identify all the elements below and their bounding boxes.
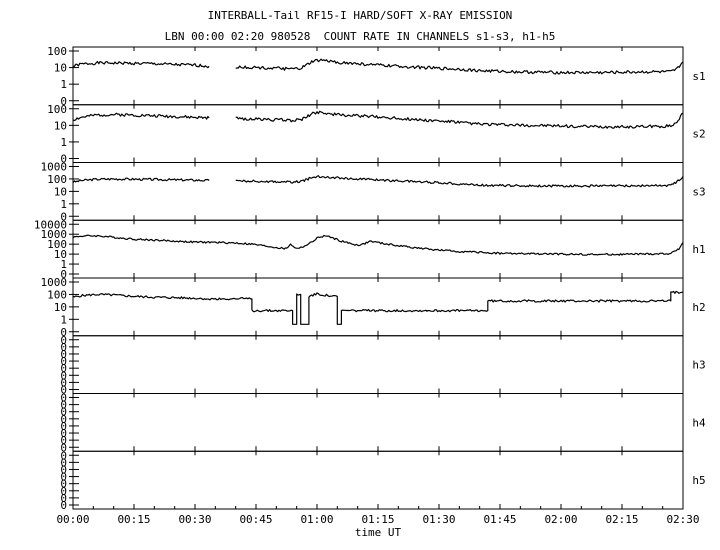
panel-frame [72, 277, 684, 337]
y-tick-label: 10 [54, 248, 67, 261]
x-tick-label: 00:00 [56, 513, 89, 526]
y-tick-label: 0 [60, 392, 67, 405]
y-tick-label: 0 [60, 485, 67, 498]
y-tick-label: 1 [60, 136, 67, 149]
series-line-s2 [72, 112, 210, 122]
x-tick-label: 01:15 [361, 513, 394, 526]
y-tick-label: 0 [60, 499, 67, 512]
y-tick-label: 0 [60, 384, 67, 397]
chart-title: INTERBALL-Tail RF15-I HARD/SOFT X-RAY EM… [207, 9, 513, 22]
x-axis: 00:00 00:15 00:30 00:45 01:00 01:15 01:30 01:45… [56, 47, 700, 539]
panel-label-s1: s1 [692, 70, 705, 83]
y-tick-label: 0 [60, 434, 67, 447]
panel-label-s2: s2 [692, 128, 705, 141]
y-tick-label: 10 [54, 119, 67, 132]
y-tick-label: 0 [60, 492, 67, 505]
y-tick-label: 100 [47, 288, 67, 301]
series-line-s1 [72, 60, 210, 69]
y-tick-label: 0 [60, 449, 67, 462]
y-tick-label: 0 [60, 268, 67, 281]
panel-frame [72, 162, 684, 221]
series-line-h2 [72, 293, 208, 301]
series-line-s3 [235, 175, 684, 188]
y-tick-label: 10000 [34, 218, 67, 231]
y-tick-label: 0 [60, 95, 67, 108]
series-line-s2 [235, 110, 684, 129]
panel-label-h2: h2 [692, 301, 705, 314]
x-tick-label: 01:45 [483, 513, 516, 526]
y-tick-label: 10 [54, 62, 67, 75]
y-tick-label: 0 [60, 413, 67, 426]
panel-label-h1: h1 [692, 243, 705, 256]
y-tick-label: 0 [60, 406, 67, 419]
y-tick-label: 0 [60, 369, 67, 382]
y-tick-label: 10 [54, 185, 67, 198]
x-tick-label: 00:15 [117, 513, 150, 526]
y-tick-label: 100 [47, 173, 67, 186]
y-tick-label: 0 [60, 420, 67, 433]
y-tick-label: 0 [60, 456, 67, 469]
y-tick-label: 0 [60, 376, 67, 389]
x-axis-label: time UT [355, 526, 402, 539]
y-tick-label: 1000 [41, 276, 68, 289]
y-tick-label: 1000 [41, 228, 68, 241]
y-tick-label: 1 [60, 198, 67, 211]
x-tick-label: 02:00 [544, 513, 577, 526]
y-tick-label: 0 [60, 326, 67, 339]
panel-frame [72, 46, 684, 106]
y-tick-label: 0 [60, 210, 67, 223]
y-tick-label: 100 [47, 238, 67, 251]
y-tick-label: 0 [60, 463, 67, 476]
y-tick-label: 0 [60, 362, 67, 375]
x-tick-label: 00:45 [239, 513, 272, 526]
series-line-h1 [72, 234, 684, 256]
y-tick-label: 100 [47, 103, 67, 116]
series-line-h2 [207, 290, 684, 325]
y-tick-label: 0 [60, 334, 67, 347]
y-tick-label: 0 [60, 478, 67, 491]
panel-label-h5: h5 [692, 474, 705, 487]
y-tick-label: 0 [60, 399, 67, 412]
panel-frame [72, 335, 684, 394]
x-tick-label: 02:30 [666, 513, 699, 526]
y-tick-label: 1 [60, 78, 67, 91]
y-tick-label: 0 [60, 441, 67, 454]
y-tick-label: 1 [60, 313, 67, 326]
y-tick-label: 0 [60, 355, 67, 368]
panel-frame [72, 393, 684, 452]
y-tick-label: 1 [60, 258, 67, 271]
y-tick-label: 0 [60, 341, 67, 354]
panel-label-s3: s3 [692, 185, 705, 198]
panel-label-h4: h4 [692, 416, 706, 429]
chart-subtitle: LBN 00:00 02:20 980528 COUNT RATE IN CHA… [164, 30, 556, 43]
y-tick-label: 10 [54, 301, 67, 314]
y-tick-label: 1000 [41, 161, 68, 174]
y-tick-label: 0 [60, 471, 67, 484]
y-tick-label: 0 [60, 427, 67, 440]
x-tick-label: 00:30 [178, 513, 211, 526]
panel-label-h3: h3 [692, 359, 705, 372]
panel-frame [72, 219, 684, 279]
y-tick-label: 0 [60, 153, 67, 166]
x-tick-label: 01:30 [422, 513, 455, 526]
y-tick-label: 100 [47, 45, 67, 58]
x-tick-label: 01:00 [300, 513, 333, 526]
x-tick-label: 02:15 [605, 513, 638, 526]
series-line-s1 [235, 58, 684, 75]
y-tick-label: 0 [60, 348, 67, 361]
series-line-s3 [72, 177, 210, 184]
panel-frame [72, 450, 684, 510]
panel-frame [72, 104, 684, 163]
